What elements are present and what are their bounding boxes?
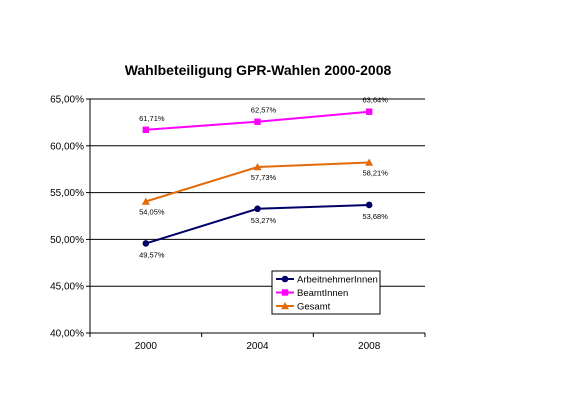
data-label: 57,73% [251, 173, 277, 182]
data-label: 62,57% [251, 106, 277, 115]
legend: ArbeitnehmerInnen BeamtInnen Gesamt [271, 270, 381, 315]
series-arbeitnehmerinnen: 49,57% 53,27% 53,68% [139, 201, 388, 259]
legend-entry: ArbeitnehmerInnen [297, 275, 378, 286]
data-point [365, 158, 374, 166]
data-label: 54,05% [139, 207, 165, 216]
data-point [254, 205, 261, 213]
series-gesamt: 54,05% 57,73% 58,21% [139, 158, 388, 216]
legend-marker [281, 275, 289, 283]
data-point [254, 118, 261, 125]
data-point [141, 197, 150, 205]
data-point [253, 163, 262, 171]
data-label: 53,27% [251, 216, 277, 225]
y-tick-label: 60,00% [50, 141, 84, 152]
series-group: 49,57% 53,27% 53,68% 61,71% 62,57% 63,64% 54,0… [139, 96, 388, 260]
legend-entry: Gesamt [297, 302, 331, 313]
data-point [142, 240, 150, 247]
data-label: 49,57% [139, 250, 165, 259]
data-point [365, 201, 373, 209]
data-label: 53,68% [362, 212, 388, 221]
y-tick-label: 40,00% [50, 329, 84, 340]
data-point [142, 126, 150, 133]
x-tick-label: 2004 [246, 341, 269, 352]
data-label: 58,21% [362, 169, 388, 178]
chart-title: Wahlbeteiligung GPR-Wahlen 2000-2008 [125, 62, 392, 78]
y-tick-label: 55,00% [50, 188, 84, 199]
x-tick-label: 2000 [135, 341, 158, 352]
data-label: 63,64% [362, 96, 388, 105]
legend-entry: BeamtInnen [297, 288, 348, 299]
legend-marker [281, 289, 289, 296]
y-tick-label: 45,00% [50, 282, 84, 293]
data-label: 61,71% [139, 114, 165, 123]
axes: 40,00% 45,00% 50,00% 55,00% 60,00% 65,00% 2000… [50, 95, 426, 352]
y-tick-label: 65,00% [50, 95, 84, 106]
y-tick-label: 50,00% [50, 235, 84, 246]
x-tick-label: 2008 [358, 341, 381, 352]
legend-marker [281, 302, 289, 310]
series-beamtinnen: 61,71% 62,57% 63,64% [139, 96, 388, 133]
data-point [365, 108, 373, 115]
